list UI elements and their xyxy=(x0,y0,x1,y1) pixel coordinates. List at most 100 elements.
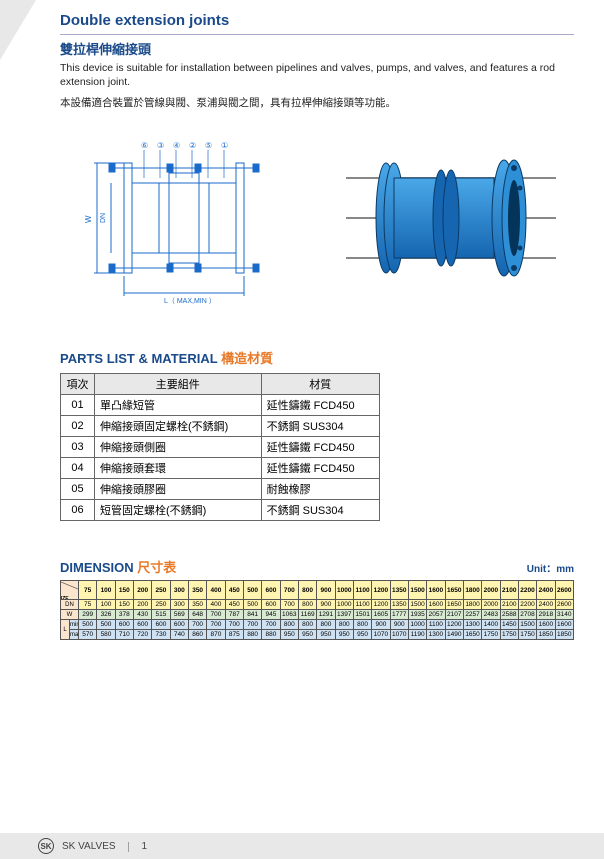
parts-cell: 延性鑄鐵 FCD450 xyxy=(261,458,379,479)
dim-lead: max xyxy=(70,630,79,640)
description-english: This device is suitable for installation… xyxy=(60,62,574,89)
callout-number: ⑥ xyxy=(141,141,148,150)
dim-cell: 500 xyxy=(97,620,115,630)
dim-size-header: 450 xyxy=(225,581,243,600)
dim-cell: 800 xyxy=(353,620,371,630)
dim-cell: 800 xyxy=(298,620,316,630)
dim-size-header: 1000 xyxy=(335,581,353,600)
dim-cell: 870 xyxy=(207,630,225,640)
dim-cell: 2600 xyxy=(555,600,573,610)
footer-page: 1 xyxy=(142,841,148,852)
dim-lead: min xyxy=(70,620,79,630)
dim-size-header: 700 xyxy=(280,581,298,600)
dim-cell: 1600 xyxy=(555,620,573,630)
dim-cell: 2257 xyxy=(463,610,481,620)
dim-cell: 100 xyxy=(97,600,115,610)
dim-lead: W xyxy=(61,610,79,620)
dim-size-header: 75 xyxy=(79,581,97,600)
dim-cell: 1291 xyxy=(317,610,335,620)
dim-cell: 2057 xyxy=(427,610,445,620)
dim-size-header: 2000 xyxy=(482,581,500,600)
dim-cell: 720 xyxy=(133,630,151,640)
dim-cell: 1350 xyxy=(390,600,408,610)
parts-cell: 04 xyxy=(61,458,95,479)
dim-w-label: W xyxy=(84,215,93,223)
dim-cell: 600 xyxy=(152,620,170,630)
dim-cell: 2200 xyxy=(518,600,536,610)
parts-col-header: 項次 xyxy=(61,374,95,395)
parts-cell: 單凸緣短管 xyxy=(95,395,262,416)
dim-unit: Unit：mm xyxy=(527,560,574,575)
dim-cell: 1501 xyxy=(353,610,371,620)
parts-cell: 03 xyxy=(61,437,95,458)
dim-cell: 700 xyxy=(280,600,298,610)
parts-cell: 05 xyxy=(61,479,95,500)
dim-cell: 326 xyxy=(97,610,115,620)
dim-cell: 900 xyxy=(372,620,390,630)
dim-cell: 350 xyxy=(188,600,206,610)
dim-cell: 800 xyxy=(317,620,335,630)
dim-cell: 500 xyxy=(243,600,261,610)
dim-cell: 900 xyxy=(390,620,408,630)
dim-cell: 700 xyxy=(243,620,261,630)
dim-size-header: 1100 xyxy=(353,581,371,600)
brand-logo-icon: SK xyxy=(38,838,54,854)
parts-cell: 伸縮接頭膠圈 xyxy=(95,479,262,500)
dim-cell: 1800 xyxy=(463,600,481,610)
dim-cell: 950 xyxy=(280,630,298,640)
dim-cell: 1605 xyxy=(372,610,390,620)
dim-cell: 800 xyxy=(335,620,353,630)
dim-cell: 648 xyxy=(188,610,206,620)
dim-cell: 299 xyxy=(79,610,97,620)
dim-cell: 1200 xyxy=(445,620,463,630)
dim-cell: 787 xyxy=(225,610,243,620)
dim-cell: 1070 xyxy=(390,630,408,640)
dim-cell: 600 xyxy=(133,620,151,630)
dim-l-label: L（ MAX,MIN ） xyxy=(164,297,216,305)
dim-cell: 1490 xyxy=(445,630,463,640)
diagram-row: W DN L（ MAX,MIN ） ⑥③④②⑤① xyxy=(60,128,574,308)
dim-cell: 700 xyxy=(188,620,206,630)
parts-cell: 01 xyxy=(61,395,95,416)
product-render xyxy=(327,128,574,308)
dim-size-header: 600 xyxy=(262,581,280,600)
parts-row: 04伸縮接頭套環延性鑄鐵 FCD450 xyxy=(61,458,380,479)
dim-cell: 515 xyxy=(152,610,170,620)
page-footer: SK SK VALVES ｜ 1 xyxy=(0,833,604,859)
dim-size-header: 200 xyxy=(133,581,151,600)
callout-number: ① xyxy=(221,141,228,150)
dim-cell: 2000 xyxy=(482,600,500,610)
dim-cell: 1397 xyxy=(335,610,353,620)
dim-size-header: 1200 xyxy=(372,581,390,600)
dim-size-header: 2100 xyxy=(500,581,518,600)
dim-cell: 1750 xyxy=(500,630,518,640)
dim-cell: 841 xyxy=(243,610,261,620)
dim-lead: L xyxy=(61,620,70,640)
dim-cell: 2918 xyxy=(537,610,555,620)
title-chinese: 雙拉桿伸縮接頭 xyxy=(60,39,574,58)
page-content: Double extension joints 雙拉桿伸縮接頭 This dev… xyxy=(0,0,604,640)
dim-size-header: 1650 xyxy=(445,581,463,600)
parts-cell: 不銹鋼 SUS304 xyxy=(261,500,379,521)
dim-size-header: 1600 xyxy=(427,581,445,600)
dim-cell: 1169 xyxy=(298,610,316,620)
dim-cell: 250 xyxy=(152,600,170,610)
dim-cell: 569 xyxy=(170,610,188,620)
parts-cell: 短管固定螺栓(不銹鋼) xyxy=(95,500,262,521)
dim-cell: 1600 xyxy=(537,620,555,630)
dim-cell: 740 xyxy=(170,630,188,640)
parts-cell: 延性鑄鐵 FCD450 xyxy=(261,395,379,416)
dim-size-header: 500 xyxy=(243,581,261,600)
dim-cell: 1500 xyxy=(518,620,536,630)
dim-cell: 880 xyxy=(262,630,280,640)
dim-cell: 945 xyxy=(262,610,280,620)
parts-col-header: 主要組件 xyxy=(95,374,262,395)
page-corner-decoration xyxy=(0,0,36,60)
dim-dn-label: DN xyxy=(100,213,107,223)
dim-size-header: 2200 xyxy=(518,581,536,600)
dim-row: Lmin500500600600600600700700700700700800… xyxy=(61,620,574,630)
dim-size-header: 250 xyxy=(152,581,170,600)
dim-size-header: 400 xyxy=(207,581,225,600)
parts-cell: 延性鑄鐵 FCD450 xyxy=(261,437,379,458)
parts-section-title: PARTS LIST & MATERIAL 構造材質 xyxy=(60,348,574,367)
